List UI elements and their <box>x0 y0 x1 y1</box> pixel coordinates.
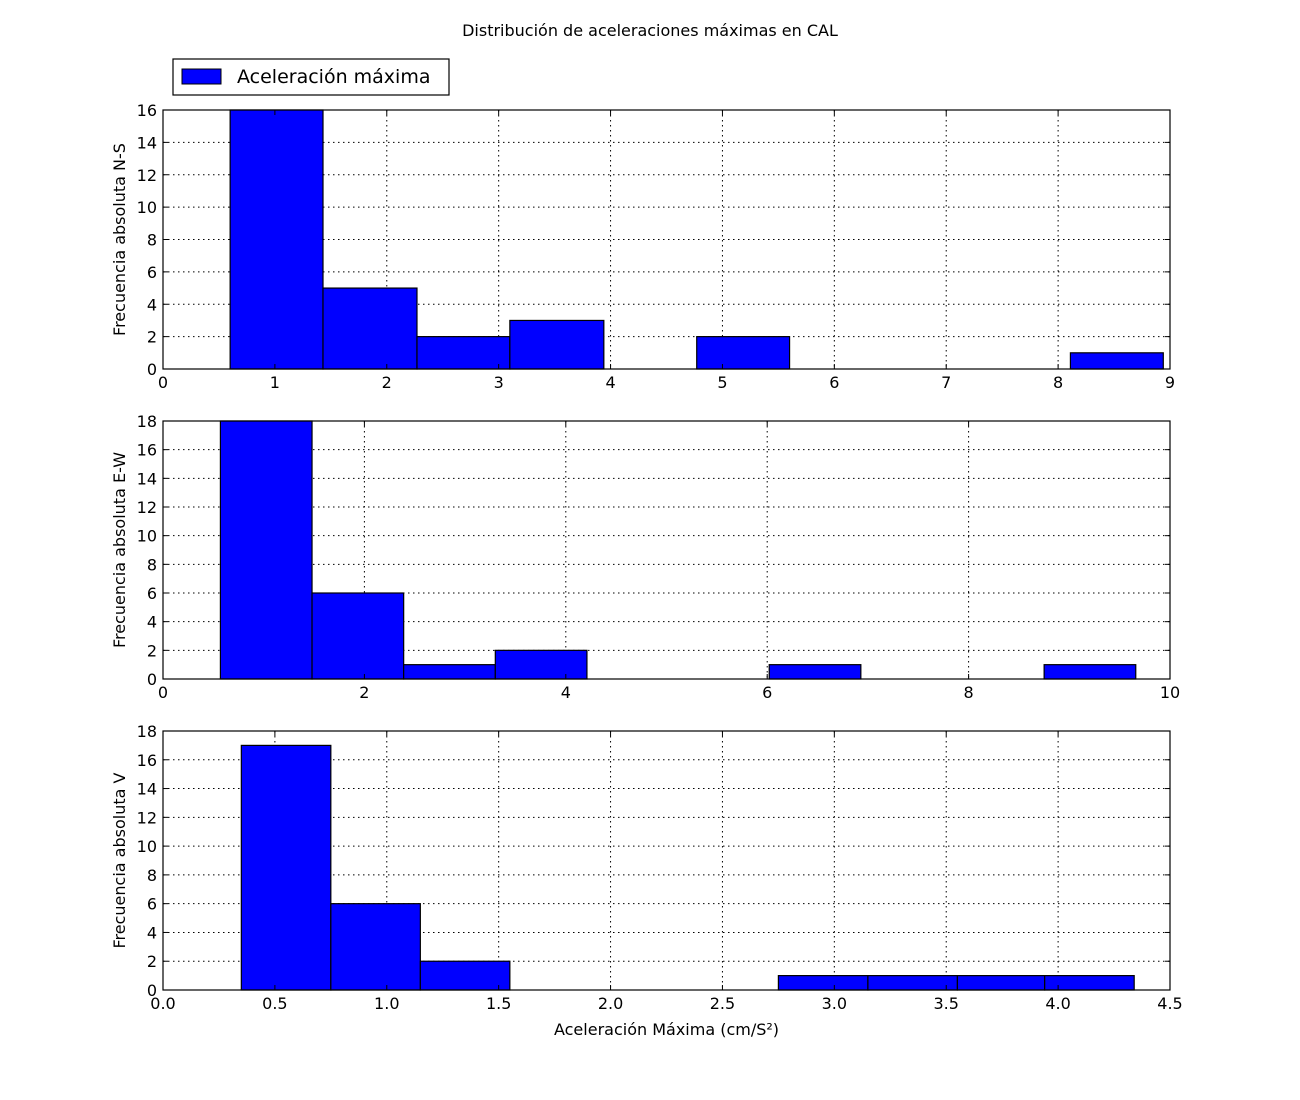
v-bar <box>240 744 332 991</box>
ns-x-tick-label: 9 <box>1165 373 1175 392</box>
v-x-tick-label: 4.5 <box>1157 994 1182 1013</box>
ew-x-tick-label: 0 <box>158 683 168 702</box>
ns-bar <box>1069 352 1164 370</box>
ew-x-tick-label: 4 <box>561 683 571 702</box>
ew-y-tick-label: 16 <box>137 441 157 460</box>
ew-x-tick-label: 2 <box>359 683 369 702</box>
ew-y-tick-label: 12 <box>137 498 157 517</box>
v-x-tick-label: 1.5 <box>486 994 511 1013</box>
v-y-tick-label: 0 <box>147 981 157 1000</box>
v-bar <box>777 975 869 991</box>
ns-x-tick-label: 6 <box>829 373 839 392</box>
ew-bar <box>768 664 862 680</box>
ew-axes-frame <box>162 420 1171 680</box>
ns-bar <box>322 287 418 370</box>
ns-x-tick-label: 1 <box>270 373 280 392</box>
v-bar <box>419 960 511 991</box>
ew-bar <box>311 592 405 680</box>
ew-x-tick-label: 8 <box>964 683 974 702</box>
v-x-tick-label: 0.0 <box>150 994 175 1013</box>
ew-x-tick-label: 10 <box>1160 683 1180 702</box>
v-x-tick-label: 3.5 <box>933 994 958 1013</box>
v-y-tick-label: 16 <box>137 751 157 770</box>
ns-y-tick-label: 0 <box>147 360 157 379</box>
ns-x-tick-label: 4 <box>605 373 615 392</box>
v-x-tick-label: 4.0 <box>1045 994 1070 1013</box>
ns-y-tick-label: 4 <box>147 295 157 314</box>
v-y-tick-label: 2 <box>147 952 157 971</box>
ns-x-tick-label: 0 <box>158 373 168 392</box>
v-y-tick-label: 4 <box>147 923 157 942</box>
v-y-tick-label: 14 <box>137 780 157 799</box>
ew-bar <box>403 664 496 680</box>
ns-x-tick-label: 2 <box>382 373 392 392</box>
ns-bar <box>229 109 324 370</box>
ns-x-tick-label: 5 <box>717 373 727 392</box>
v-x-tick-label: 2.5 <box>710 994 735 1013</box>
v-bar <box>867 975 959 991</box>
ew-y-tick-label: 0 <box>147 670 157 689</box>
figure-title: Distribución de aceleraciones máximas en… <box>462 21 838 40</box>
v-y-tick-label: 8 <box>147 866 157 885</box>
v-x-tick-label: 1.0 <box>374 994 399 1013</box>
ns-y-tick-label: 6 <box>147 263 157 282</box>
ew-bar <box>494 649 588 680</box>
ew-y-tick-label: 14 <box>137 469 157 488</box>
ns-y-tick-label: 12 <box>137 166 157 185</box>
ns-y-tick-label: 14 <box>137 133 157 152</box>
v-bar <box>956 975 1046 991</box>
ns-x-tick-label: 8 <box>1053 373 1063 392</box>
ew-y-axis-title: Frecuencia absoluta E-W <box>110 452 129 648</box>
v-bar <box>330 903 421 991</box>
v-y-tick-label: 10 <box>137 837 157 856</box>
ns-x-tick-label: 7 <box>941 373 951 392</box>
legend: Aceleración máxima <box>172 58 450 96</box>
v-x-tick-label: 3.0 <box>822 994 847 1013</box>
ns-y-tick-label: 2 <box>147 328 157 347</box>
ew-y-tick-label: 18 <box>137 412 157 431</box>
ew-y-tick-label: 10 <box>137 527 157 546</box>
v-x-tick-label: 2.0 <box>598 994 623 1013</box>
ew-x-tick-label: 6 <box>762 683 772 702</box>
ns-bar <box>696 336 791 370</box>
v-x-axis-title: Aceleración Máxima (cm/S²) <box>554 1020 779 1039</box>
v-axes-frame <box>162 730 1171 991</box>
v-y-tick-label: 18 <box>137 722 157 741</box>
subplot-ew: 0 2 4 6 8 10 0 2 4 6 8 10 12 14 16 18 Frecuencia absolut… <box>110 412 1180 702</box>
v-y-axis-title: Frecuencia absoluta V <box>110 772 129 948</box>
ew-y-tick-label: 6 <box>147 584 157 603</box>
ns-y-tick-label: 10 <box>137 198 157 217</box>
ew-y-tick-label: 4 <box>147 613 157 632</box>
v-x-tick-label: 0.5 <box>262 994 287 1013</box>
v-y-tick-label: 6 <box>147 895 157 914</box>
ns-y-tick-label: 16 <box>137 101 157 120</box>
legend-label: Aceleración máxima <box>237 66 430 88</box>
ns-y-tick-label: 8 <box>147 231 157 250</box>
ew-y-tick-label: 2 <box>147 641 157 660</box>
subplot-v: 0.0 0.5 1.0 1.5 2.0 2.5 3.0 3.5 4.0 4.5 0 2 4 6 8 10 12 1… <box>110 722 1183 1039</box>
v-y-tick-label: 12 <box>137 808 157 827</box>
ew-bar <box>1043 664 1137 680</box>
ns-y-axis-title: Frecuencia absoluta N-S <box>110 143 129 336</box>
ew-y-tick-label: 8 <box>147 555 157 574</box>
ew-bar <box>219 420 313 680</box>
ns-bar <box>416 336 511 370</box>
ns-bar <box>509 319 605 370</box>
legend-swatch <box>181 68 222 85</box>
ns-x-tick-label: 3 <box>494 373 504 392</box>
